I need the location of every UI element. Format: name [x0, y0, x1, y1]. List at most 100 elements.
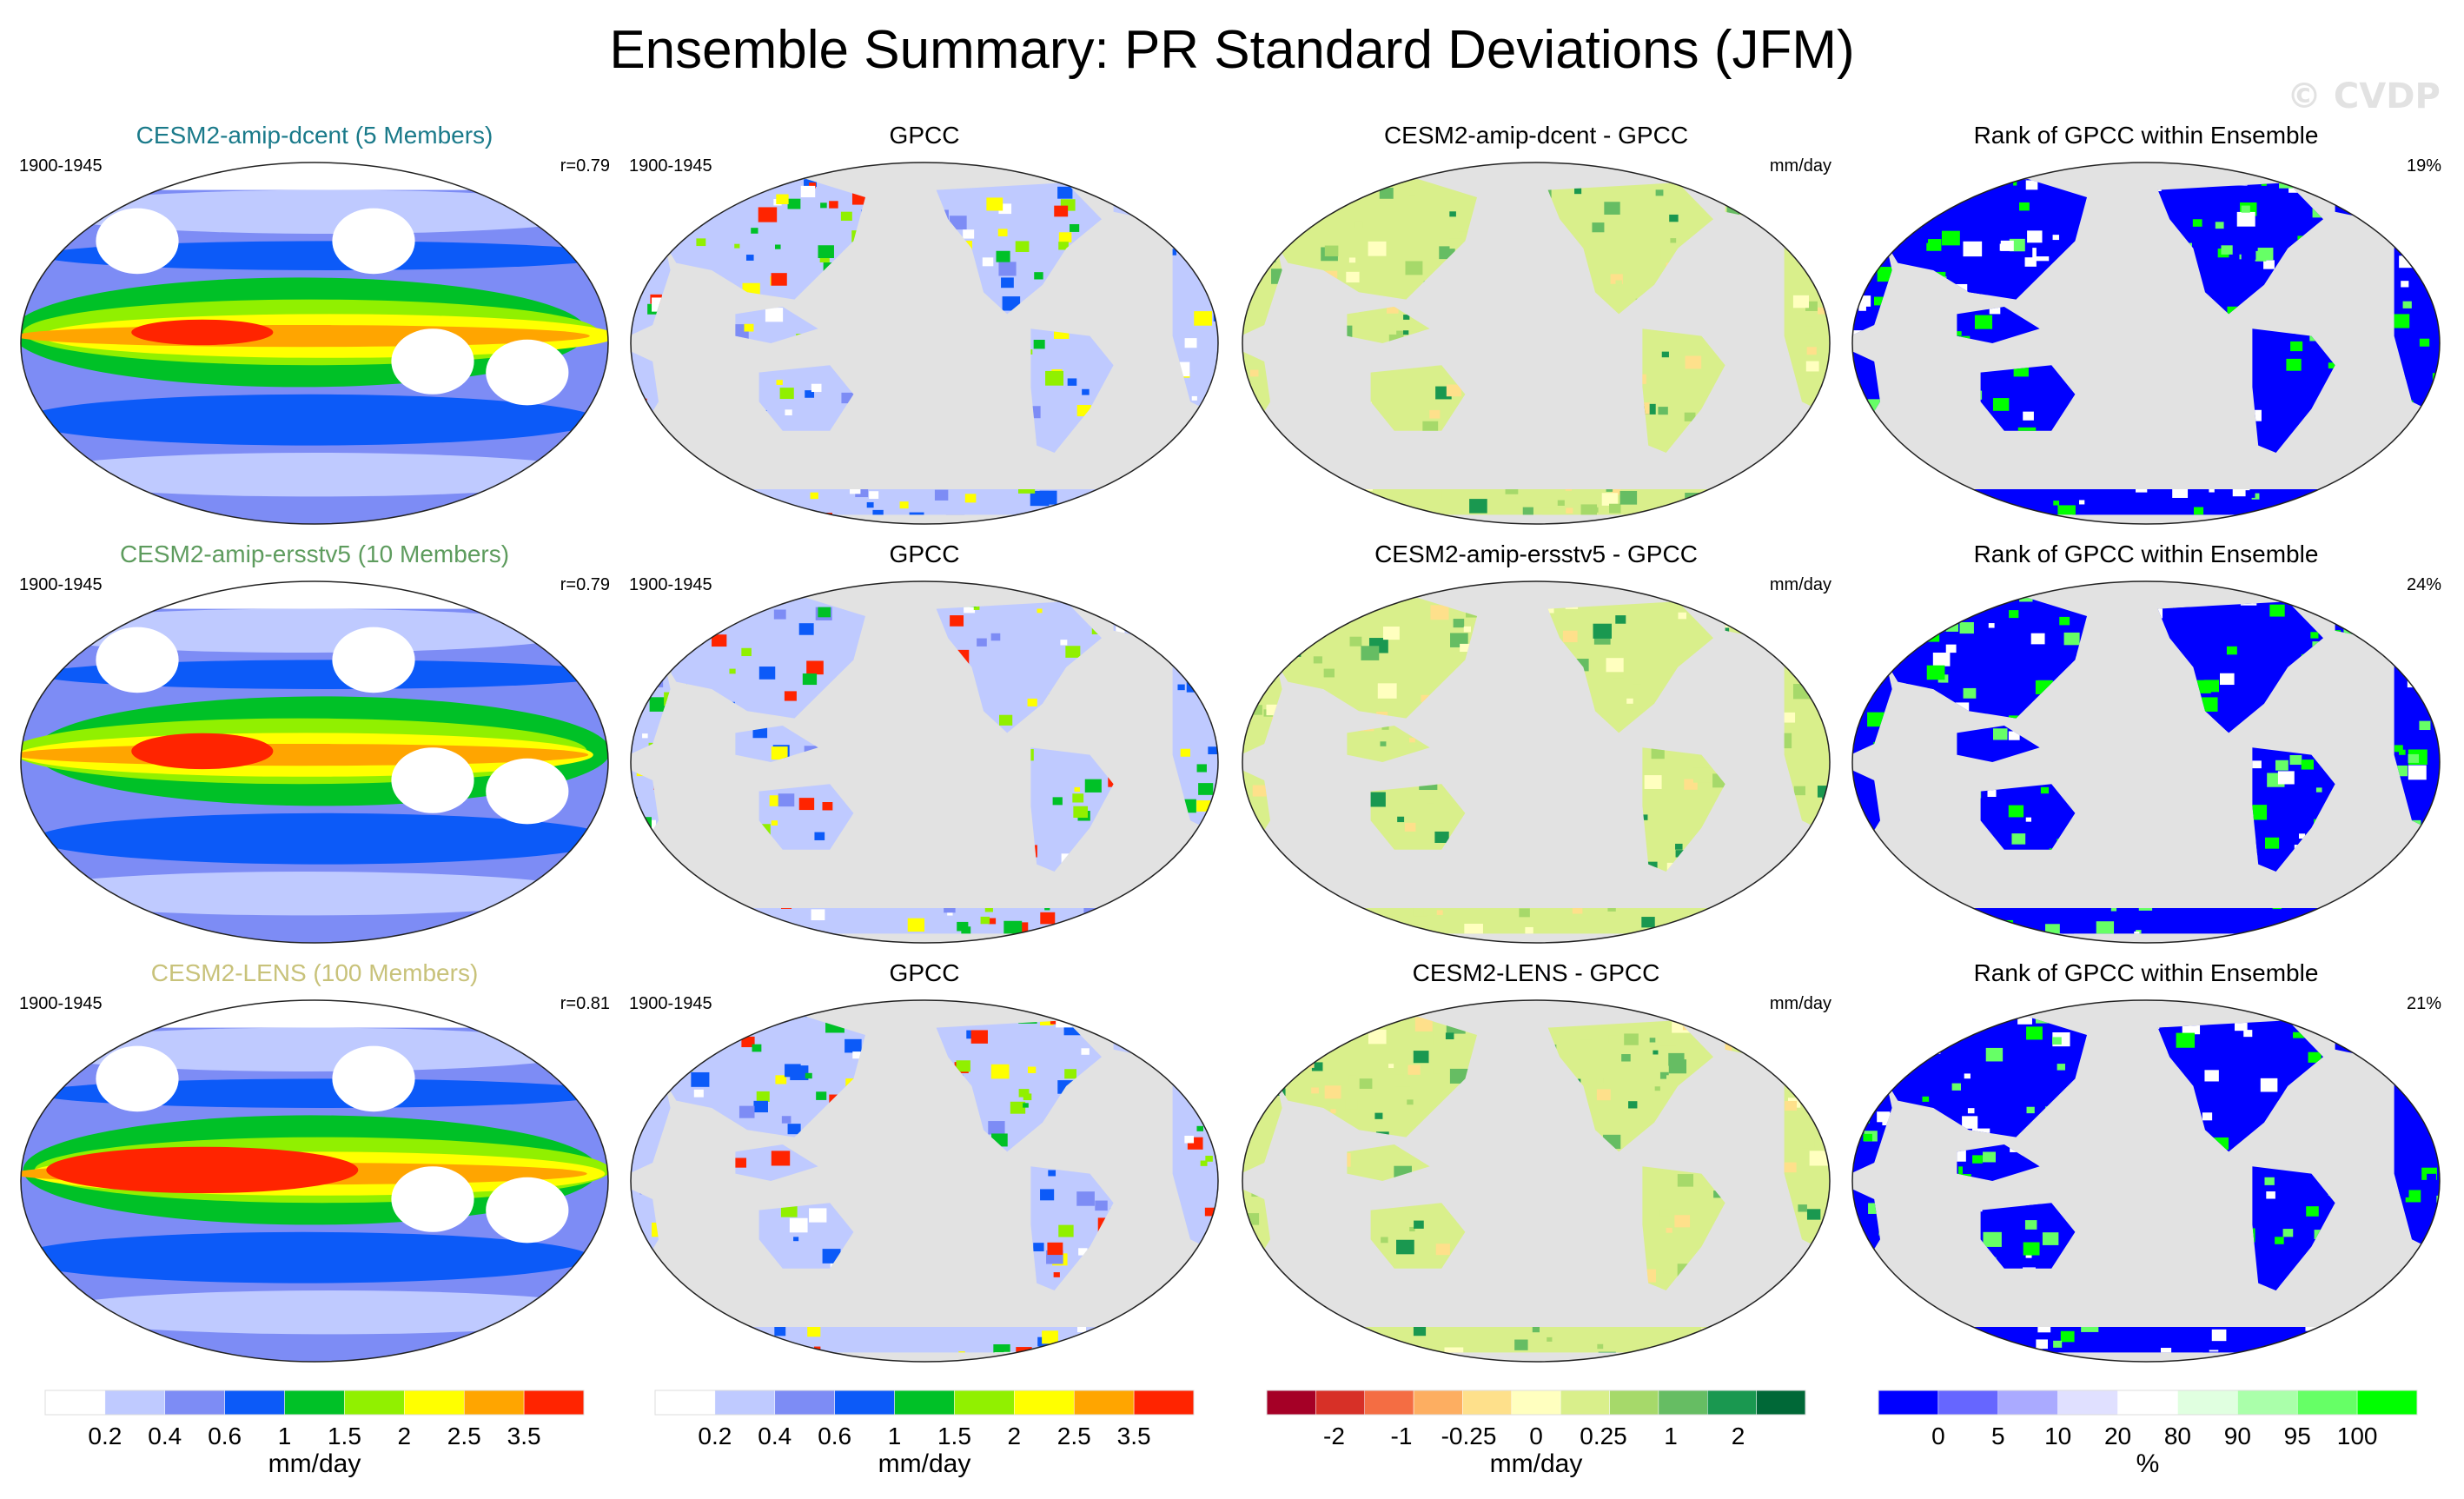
grid-cell	[1058, 232, 1072, 242]
grid-cell	[1605, 521, 1619, 533]
colorbar-swatch	[654, 1390, 716, 1416]
grid-cell	[857, 943, 871, 954]
grid-cell	[734, 1157, 746, 1168]
grid-cell	[1271, 1077, 1282, 1085]
grid-cell	[649, 697, 668, 712]
grid-cell	[1095, 1017, 1109, 1021]
grid-cell	[1270, 1297, 1282, 1307]
grid-cell	[980, 916, 990, 925]
colorbar-swatch	[284, 1390, 345, 1416]
grid-cell	[1395, 1074, 1411, 1087]
grid-cell	[1649, 1038, 1656, 1043]
grid-cell	[1388, 1064, 1394, 1069]
grid-cell	[1819, 475, 1830, 490]
grid-cell	[814, 513, 820, 515]
grid-cell	[1208, 746, 1218, 754]
grid-cell	[2019, 202, 2030, 211]
grid-cell	[1215, 290, 1218, 296]
grid-cell	[990, 633, 1001, 641]
grid-cell	[2215, 222, 2224, 229]
grid-cell	[981, 523, 995, 534]
grid-cell	[1213, 1295, 1218, 1309]
grid-cell	[2437, 936, 2455, 951]
grid-cell	[688, 215, 699, 223]
world-map-panel	[20, 580, 609, 944]
grid-cell	[1280, 1314, 1286, 1319]
grid-cell	[1893, 644, 1909, 657]
colorbar-tick-label: 0.4	[758, 1423, 792, 1449]
grid-cell	[1039, 490, 1057, 505]
grid-cell	[1789, 207, 1806, 221]
colorbar-tick-label: -2	[1323, 1423, 1345, 1449]
colorbar-tick-label: 0	[1529, 1423, 1543, 1449]
grid-cell	[2418, 612, 2435, 627]
grid-cell	[653, 876, 671, 890]
grid-cell	[2024, 257, 2037, 267]
grid-cell	[1172, 1045, 1189, 1058]
colorbar-swatch	[224, 1390, 285, 1416]
grid-cell	[1816, 272, 1830, 288]
grid-cell	[2279, 179, 2298, 189]
grid-cell	[1094, 511, 1108, 515]
rank-percent-label: 21%	[2406, 994, 2441, 1013]
colorbar-frame	[1266, 1390, 1806, 1416]
grid-cell	[1313, 656, 1322, 664]
grid-cell	[1828, 1330, 1830, 1336]
grid-cell	[958, 1351, 965, 1353]
grid-cell	[2059, 616, 2070, 626]
grid-cell	[1641, 917, 1655, 928]
grid-cell	[1067, 378, 1077, 386]
grid-cell	[2020, 921, 2026, 926]
grid-cell	[806, 660, 824, 675]
grid-cell	[793, 1237, 799, 1242]
grid-cell	[1675, 843, 1683, 850]
grid-cell	[2375, 877, 2382, 883]
grid-cell	[1911, 200, 1926, 212]
grid-cell	[784, 691, 797, 701]
grid-cell	[2289, 754, 2302, 766]
grid-cell	[2306, 1206, 2319, 1217]
land-mask	[1242, 179, 1830, 515]
grid-cell	[963, 229, 975, 239]
panel-title: CESM2-LENS (100 Members)	[150, 959, 479, 986]
grid-cell	[1974, 315, 1993, 329]
grid-cell	[1040, 1189, 1055, 1201]
grid-cell	[2394, 745, 2403, 753]
grid-cell	[1942, 932, 1961, 934]
grid-cell	[2209, 1350, 2219, 1353]
grid-cell	[1327, 903, 1335, 910]
grid-cell	[1321, 599, 1338, 614]
grid-cell	[1058, 242, 1069, 250]
grid-cell	[666, 944, 679, 954]
grid-cell	[1042, 1008, 1050, 1014]
grid-cell	[1862, 413, 1874, 423]
panel-title: Rank of GPCC within Ensemble	[1973, 122, 2319, 149]
colorbar-tick-label: -1	[1391, 1423, 1413, 1449]
grid-cell	[1450, 633, 1468, 647]
grid-cell	[984, 905, 993, 912]
grid-cell	[1123, 600, 1138, 613]
field-band	[35, 1078, 608, 1108]
grid-cell	[2311, 915, 2328, 929]
grid-cell	[1311, 1062, 1323, 1071]
grid-cell	[1806, 347, 1817, 355]
grid-cell	[947, 911, 953, 916]
grid-cell	[1926, 239, 1942, 251]
grid-cell	[1800, 1264, 1807, 1270]
grid-cell	[1964, 1073, 1971, 1079]
grid-cell	[1939, 1357, 1955, 1370]
grid-cell	[1184, 338, 1197, 348]
grid-cell	[1795, 1273, 1807, 1283]
grid-cell	[632, 513, 649, 515]
grid-cell	[818, 607, 831, 618]
grid-cell	[1937, 1004, 1950, 1014]
grid-cell	[1654, 1086, 1660, 1091]
grid-cell	[1854, 449, 1869, 461]
grid-cell	[1805, 361, 1819, 372]
grid-cell	[1042, 1330, 1058, 1344]
grid-cell	[1997, 308, 2004, 313]
grid-cell	[661, 622, 671, 631]
grid-cell	[2053, 501, 2060, 506]
grid-cell	[2251, 493, 2260, 500]
grid-cell	[1151, 475, 1162, 485]
